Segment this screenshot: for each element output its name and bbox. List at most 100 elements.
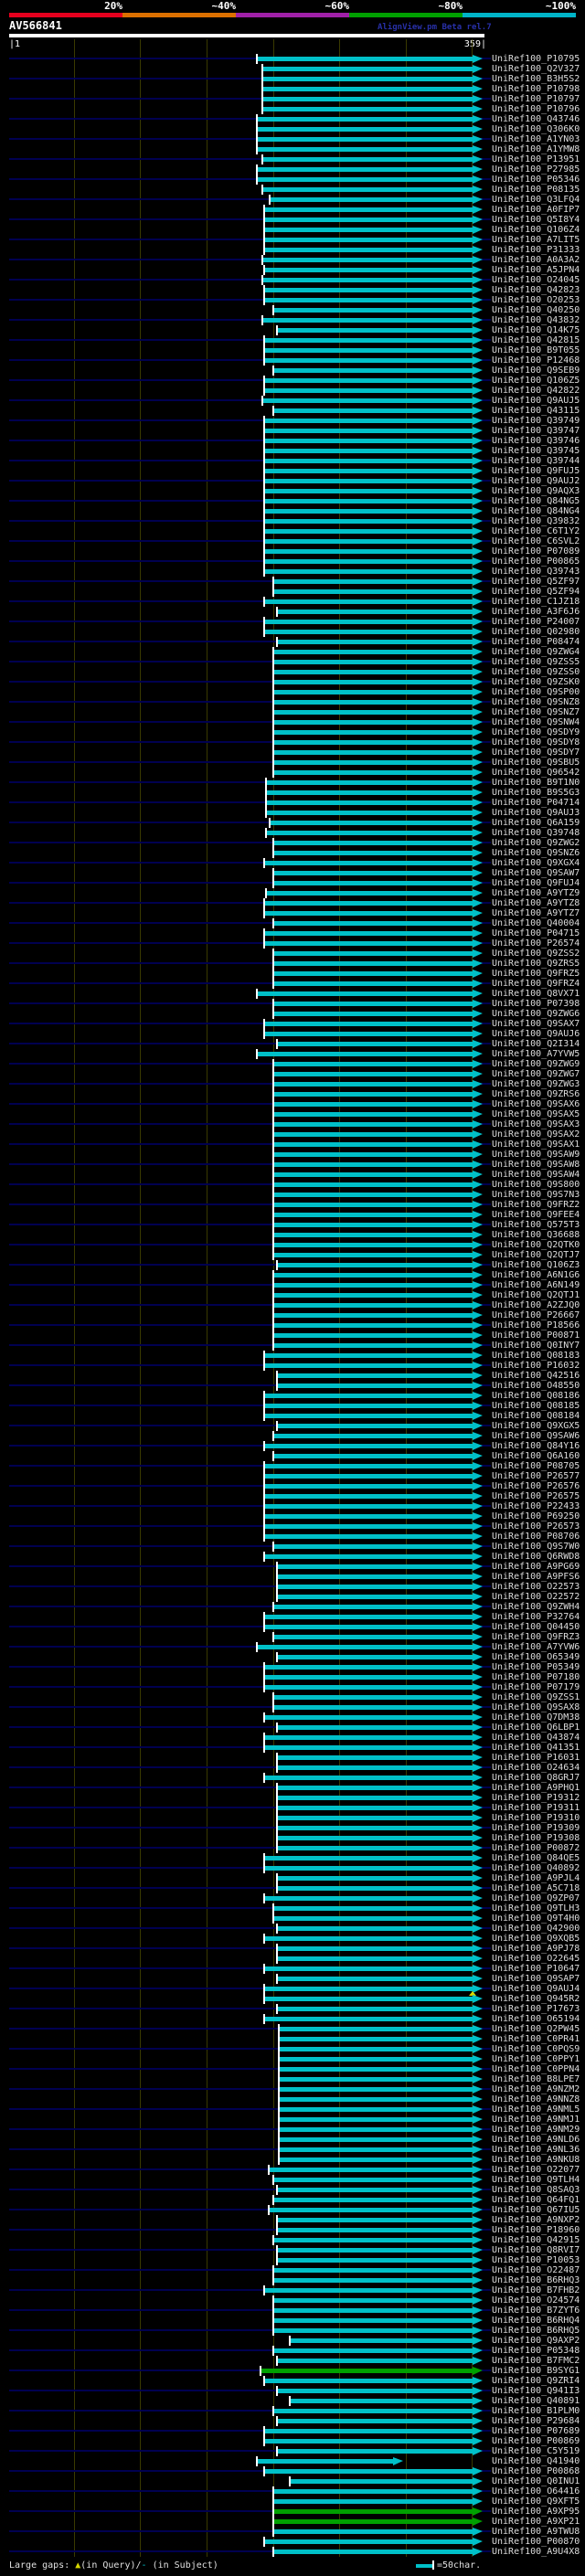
alignment-bar[interactable] — [265, 1464, 473, 1468]
subject-label[interactable]: UniRef100_Q9AXP2 — [492, 2336, 580, 2346]
alignment-bar[interactable] — [278, 1585, 473, 1589]
subject-label[interactable]: UniRef100_Q9ZRS6 — [492, 1089, 580, 1099]
alignment-bar[interactable] — [265, 1615, 473, 1619]
alignment-bar[interactable] — [271, 821, 473, 825]
subject-label[interactable]: UniRef100_Q43746 — [492, 114, 580, 124]
subject-label[interactable]: UniRef100_B9T1N0 — [492, 778, 580, 788]
subject-label[interactable]: UniRef100_P19311 — [492, 1803, 580, 1813]
alignment-bar[interactable] — [278, 1836, 473, 1840]
subject-label[interactable]: UniRef100_A0A3A2 — [492, 255, 580, 265]
subject-label[interactable]: UniRef100_C0PPN4 — [492, 2064, 580, 2074]
subject-label[interactable]: UniRef100_Q9SAW9 — [492, 1150, 580, 1160]
alignment-bar[interactable] — [274, 951, 473, 956]
alignment-bar[interactable] — [274, 2549, 473, 2554]
alignment-bar[interactable] — [265, 489, 473, 493]
alignment-bar[interactable] — [274, 1002, 473, 1006]
alignment-bar[interactable] — [265, 2539, 473, 2544]
subject-label[interactable]: UniRef100_A9NXP2 — [492, 2215, 580, 2225]
alignment-bar[interactable] — [278, 1574, 473, 1579]
alignment-bar[interactable] — [274, 961, 473, 966]
alignment-bar[interactable] — [258, 1645, 473, 1649]
subject-label[interactable]: UniRef100_P05346 — [492, 175, 580, 185]
alignment-bar[interactable] — [274, 1544, 473, 1549]
subject-label[interactable]: UniRef100_Q9SAW4 — [492, 1170, 580, 1180]
subject-label[interactable]: UniRef100_A9NM29 — [492, 2125, 580, 2135]
alignment-bar[interactable] — [274, 921, 473, 926]
alignment-bar[interactable] — [267, 831, 473, 835]
subject-label[interactable]: UniRef100_P19309 — [492, 1823, 580, 1833]
subject-label[interactable]: UniRef100_Q08183 — [492, 1351, 580, 1361]
subject-label[interactable]: UniRef100_A9PHQ1 — [492, 1783, 580, 1793]
subject-label[interactable]: UniRef100_B9S5G3 — [492, 788, 580, 798]
alignment-bar[interactable] — [274, 1072, 473, 1076]
subject-label[interactable]: UniRef100_Q02980 — [492, 627, 580, 637]
subject-label[interactable]: UniRef100_Q0INY7 — [492, 1341, 580, 1351]
subject-label[interactable]: UniRef100_P10798 — [492, 84, 580, 94]
alignment-bar[interactable] — [265, 1504, 473, 1509]
subject-label[interactable]: UniRef100_A9NZM2 — [492, 2084, 580, 2094]
subject-label[interactable]: UniRef100_B6RHQ5 — [492, 2326, 580, 2336]
subject-label[interactable]: UniRef100_A9NL36 — [492, 2145, 580, 2155]
subject-label[interactable]: UniRef100_Q9SNZ8 — [492, 697, 580, 707]
alignment-bar[interactable] — [274, 1323, 473, 1328]
alignment-bar[interactable] — [274, 851, 473, 855]
alignment-bar[interactable] — [265, 479, 473, 483]
subject-label[interactable]: UniRef100_Q43874 — [492, 1733, 580, 1743]
subject-label[interactable]: UniRef100_P16032 — [492, 1361, 580, 1371]
subject-label[interactable]: UniRef100_Q42915 — [492, 2235, 580, 2245]
subject-label[interactable]: UniRef100_P13951 — [492, 154, 580, 164]
alignment-bar[interactable] — [267, 811, 473, 815]
subject-label[interactable]: UniRef100_B9T055 — [492, 345, 580, 355]
subject-label[interactable]: UniRef100_A9NKU8 — [492, 2155, 580, 2165]
subject-label[interactable]: UniRef100_C0PR41 — [492, 2034, 580, 2044]
alignment-bar[interactable] — [263, 187, 473, 192]
alignment-bar[interactable] — [267, 790, 473, 795]
subject-label[interactable]: UniRef100_Q9XFT5 — [492, 2496, 580, 2507]
subject-label[interactable]: UniRef100_A9YTZ8 — [492, 898, 580, 908]
alignment-bar[interactable] — [274, 1172, 473, 1177]
subject-label[interactable]: UniRef100_O24045 — [492, 275, 580, 285]
alignment-bar[interactable] — [278, 1424, 473, 1428]
subject-label[interactable]: UniRef100_B9SYG1 — [492, 2366, 580, 2376]
alignment-bar[interactable] — [265, 2288, 473, 2293]
alignment-bar[interactable] — [274, 1434, 473, 1438]
subject-label[interactable]: UniRef100_A7LIT5 — [492, 235, 580, 245]
subject-label[interactable]: UniRef100_Q8RVI7 — [492, 2245, 580, 2255]
subject-label[interactable]: UniRef100_Q14K75 — [492, 325, 580, 335]
alignment-bar[interactable] — [274, 730, 473, 735]
subject-label[interactable]: UniRef100_Q84Y16 — [492, 1441, 580, 1451]
alignment-bar[interactable] — [274, 1293, 473, 1298]
alignment-bar[interactable] — [280, 2137, 473, 2142]
subject-label[interactable]: UniRef100_P07689 — [492, 2426, 580, 2436]
subject-label[interactable]: UniRef100_Q9ZWG2 — [492, 838, 580, 848]
alignment-bar[interactable] — [278, 2228, 473, 2232]
subject-label[interactable]: UniRef100_Q9ZSK0 — [492, 677, 580, 687]
subject-label[interactable]: UniRef100_Q9FRZ4 — [492, 979, 580, 989]
subject-label[interactable]: UniRef100_P27985 — [492, 164, 580, 175]
alignment-bar[interactable] — [278, 1564, 473, 1569]
subject-label[interactable]: UniRef100_Q106Z3 — [492, 1260, 580, 1270]
subject-label[interactable]: UniRef100_P00870 — [492, 2537, 580, 2547]
subject-label[interactable]: UniRef100_A9U4X8 — [492, 2547, 580, 2557]
subject-label[interactable]: UniRef100_Q08184 — [492, 1411, 580, 1421]
alignment-bar[interactable] — [278, 1956, 473, 1961]
subject-label[interactable]: UniRef100_Q6LBP1 — [492, 1723, 580, 1733]
subject-label[interactable]: UniRef100_P19310 — [492, 1813, 580, 1823]
alignment-bar[interactable] — [274, 1102, 473, 1107]
alignment-bar[interactable] — [274, 2178, 473, 2182]
alignment-bar[interactable] — [274, 1303, 473, 1308]
subject-label[interactable]: UniRef100_Q42822 — [492, 386, 580, 396]
alignment-bar[interactable] — [265, 207, 473, 212]
subject-label[interactable]: UniRef100_Q9ZWG7 — [492, 1069, 580, 1079]
subject-label[interactable]: UniRef100_B1PLM0 — [492, 2406, 580, 2416]
alignment-bar[interactable] — [265, 1474, 473, 1479]
subject-label[interactable]: UniRef100_A9YTZ9 — [492, 888, 580, 898]
subject-label[interactable]: UniRef100_Q08185 — [492, 1401, 580, 1411]
alignment-bar[interactable] — [258, 2459, 393, 2464]
alignment-bar[interactable] — [265, 1625, 473, 1629]
alignment-bar[interactable] — [274, 2499, 473, 2504]
alignment-bar[interactable] — [265, 1404, 473, 1408]
subject-label[interactable]: UniRef100_Q6A160 — [492, 1451, 580, 1461]
subject-label[interactable]: UniRef100_P10797 — [492, 94, 580, 104]
subject-label[interactable]: UniRef100_O22645 — [492, 1954, 580, 1964]
